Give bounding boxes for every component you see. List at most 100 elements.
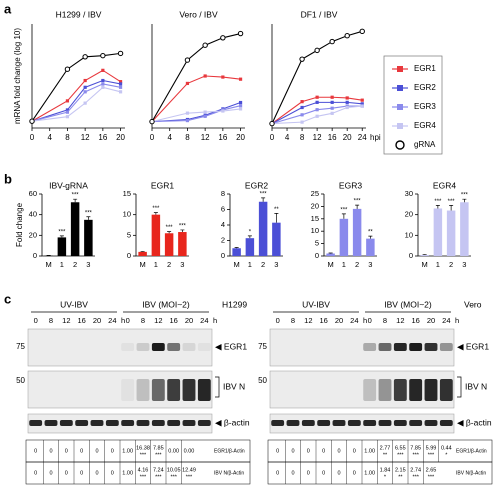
error-bar	[341, 213, 346, 219]
y-tick-label: 6	[221, 204, 225, 213]
point	[345, 105, 349, 110]
blot-band	[439, 343, 453, 351]
blot-band	[197, 420, 211, 426]
blot-band	[347, 420, 361, 426]
point	[203, 114, 207, 118]
table-sig: ***	[412, 474, 419, 480]
table-cell: 0	[65, 448, 68, 454]
bar	[151, 214, 161, 256]
point	[315, 114, 319, 118]
row-label: IBV N/β-Actin	[214, 470, 244, 476]
series-line	[31, 69, 121, 122]
legend-box	[383, 55, 443, 155]
chart-title: Vero / IBV	[179, 9, 218, 19]
table-cell: 10.05	[167, 467, 181, 473]
y-tick-label: 25	[311, 189, 319, 198]
series-line	[151, 108, 241, 123]
group-label: IBV (MOI~2)	[142, 299, 190, 309]
table-cell: 1.84	[380, 467, 391, 473]
point	[202, 42, 208, 48]
table-sig: *	[384, 474, 387, 480]
x-tick-label: 0	[270, 133, 275, 142]
blot-band	[136, 343, 150, 351]
table-cell: 0	[34, 470, 37, 476]
point	[65, 99, 70, 103]
point	[118, 80, 123, 84]
blot-band	[167, 420, 181, 426]
x-tick-label: 20	[343, 133, 352, 142]
mw-marker: 50	[258, 376, 267, 385]
legend-label: EGR1	[414, 64, 436, 73]
blot-band	[409, 379, 423, 401]
error-bar	[167, 231, 172, 234]
point	[269, 120, 275, 127]
blot-band	[286, 420, 300, 426]
panel-label: c	[4, 291, 11, 306]
error-bar	[180, 229, 185, 233]
significance: ***	[152, 206, 160, 212]
blot-strip	[27, 370, 213, 409]
x-tick-label: 2	[355, 260, 359, 269]
bar	[70, 202, 80, 256]
significance: ***	[260, 191, 268, 197]
point	[101, 68, 105, 72]
y-tick-label: 10	[123, 210, 131, 219]
x-tick-label: 12	[81, 133, 90, 142]
legend-label: EGR2	[414, 83, 436, 92]
legend-marker	[397, 104, 403, 110]
significance: ***	[72, 193, 80, 199]
table-cell: 1.00	[122, 470, 133, 476]
point	[360, 98, 364, 102]
series-line	[271, 105, 363, 125]
bar	[138, 251, 147, 256]
lane-label: 20	[185, 316, 193, 325]
table-cell: 0	[322, 448, 325, 454]
point	[238, 107, 243, 111]
blot-band	[378, 379, 392, 401]
point	[185, 81, 190, 86]
blot-band	[424, 343, 438, 351]
point	[315, 95, 319, 99]
point	[330, 100, 334, 104]
chart-title: DF1 / IBV	[301, 9, 338, 19]
blot-band	[363, 343, 377, 351]
x-tick-label: 8	[300, 133, 305, 142]
x-tick-label: M	[140, 260, 146, 269]
table-cell: 0	[276, 448, 279, 454]
table-cell: 0	[307, 470, 310, 476]
lane-unit: h	[213, 316, 217, 325]
x-tick-label: 2	[73, 260, 77, 269]
point	[64, 66, 71, 72]
significance: ***	[434, 199, 442, 205]
table-cell: 0	[111, 448, 114, 454]
point	[221, 75, 225, 79]
table-cell: 0	[291, 448, 294, 454]
table-cell: 4.16	[138, 467, 149, 473]
y-tick-label: 5	[127, 230, 131, 239]
error-bar	[86, 216, 91, 220]
table-cell: 0.00	[184, 448, 195, 454]
target-label: IBV N	[465, 381, 487, 391]
row-label: IBV N/β-Actin	[456, 470, 486, 476]
row-label: EGR1/β-Actin	[214, 448, 245, 454]
y-tick-label: 0	[33, 251, 37, 260]
blot-band	[393, 343, 407, 351]
blot-band	[363, 420, 377, 426]
point	[185, 111, 190, 115]
series-line	[271, 101, 363, 125]
error-bar	[247, 235, 252, 239]
series-line	[31, 86, 121, 122]
significance: ***	[166, 225, 174, 231]
point	[29, 118, 35, 124]
y-tick-label: 15	[123, 189, 131, 198]
error-bar	[59, 235, 64, 238]
point	[315, 100, 319, 104]
y-tick-label: 20	[405, 210, 413, 219]
y-tick-label: 5	[315, 239, 319, 248]
target-label: ◀ EGR1	[457, 341, 489, 351]
point	[238, 77, 243, 81]
table-sig: *	[445, 452, 448, 458]
x-tick-label: 1	[248, 260, 252, 269]
x-tick-label: 4	[167, 133, 172, 142]
point	[345, 100, 349, 104]
